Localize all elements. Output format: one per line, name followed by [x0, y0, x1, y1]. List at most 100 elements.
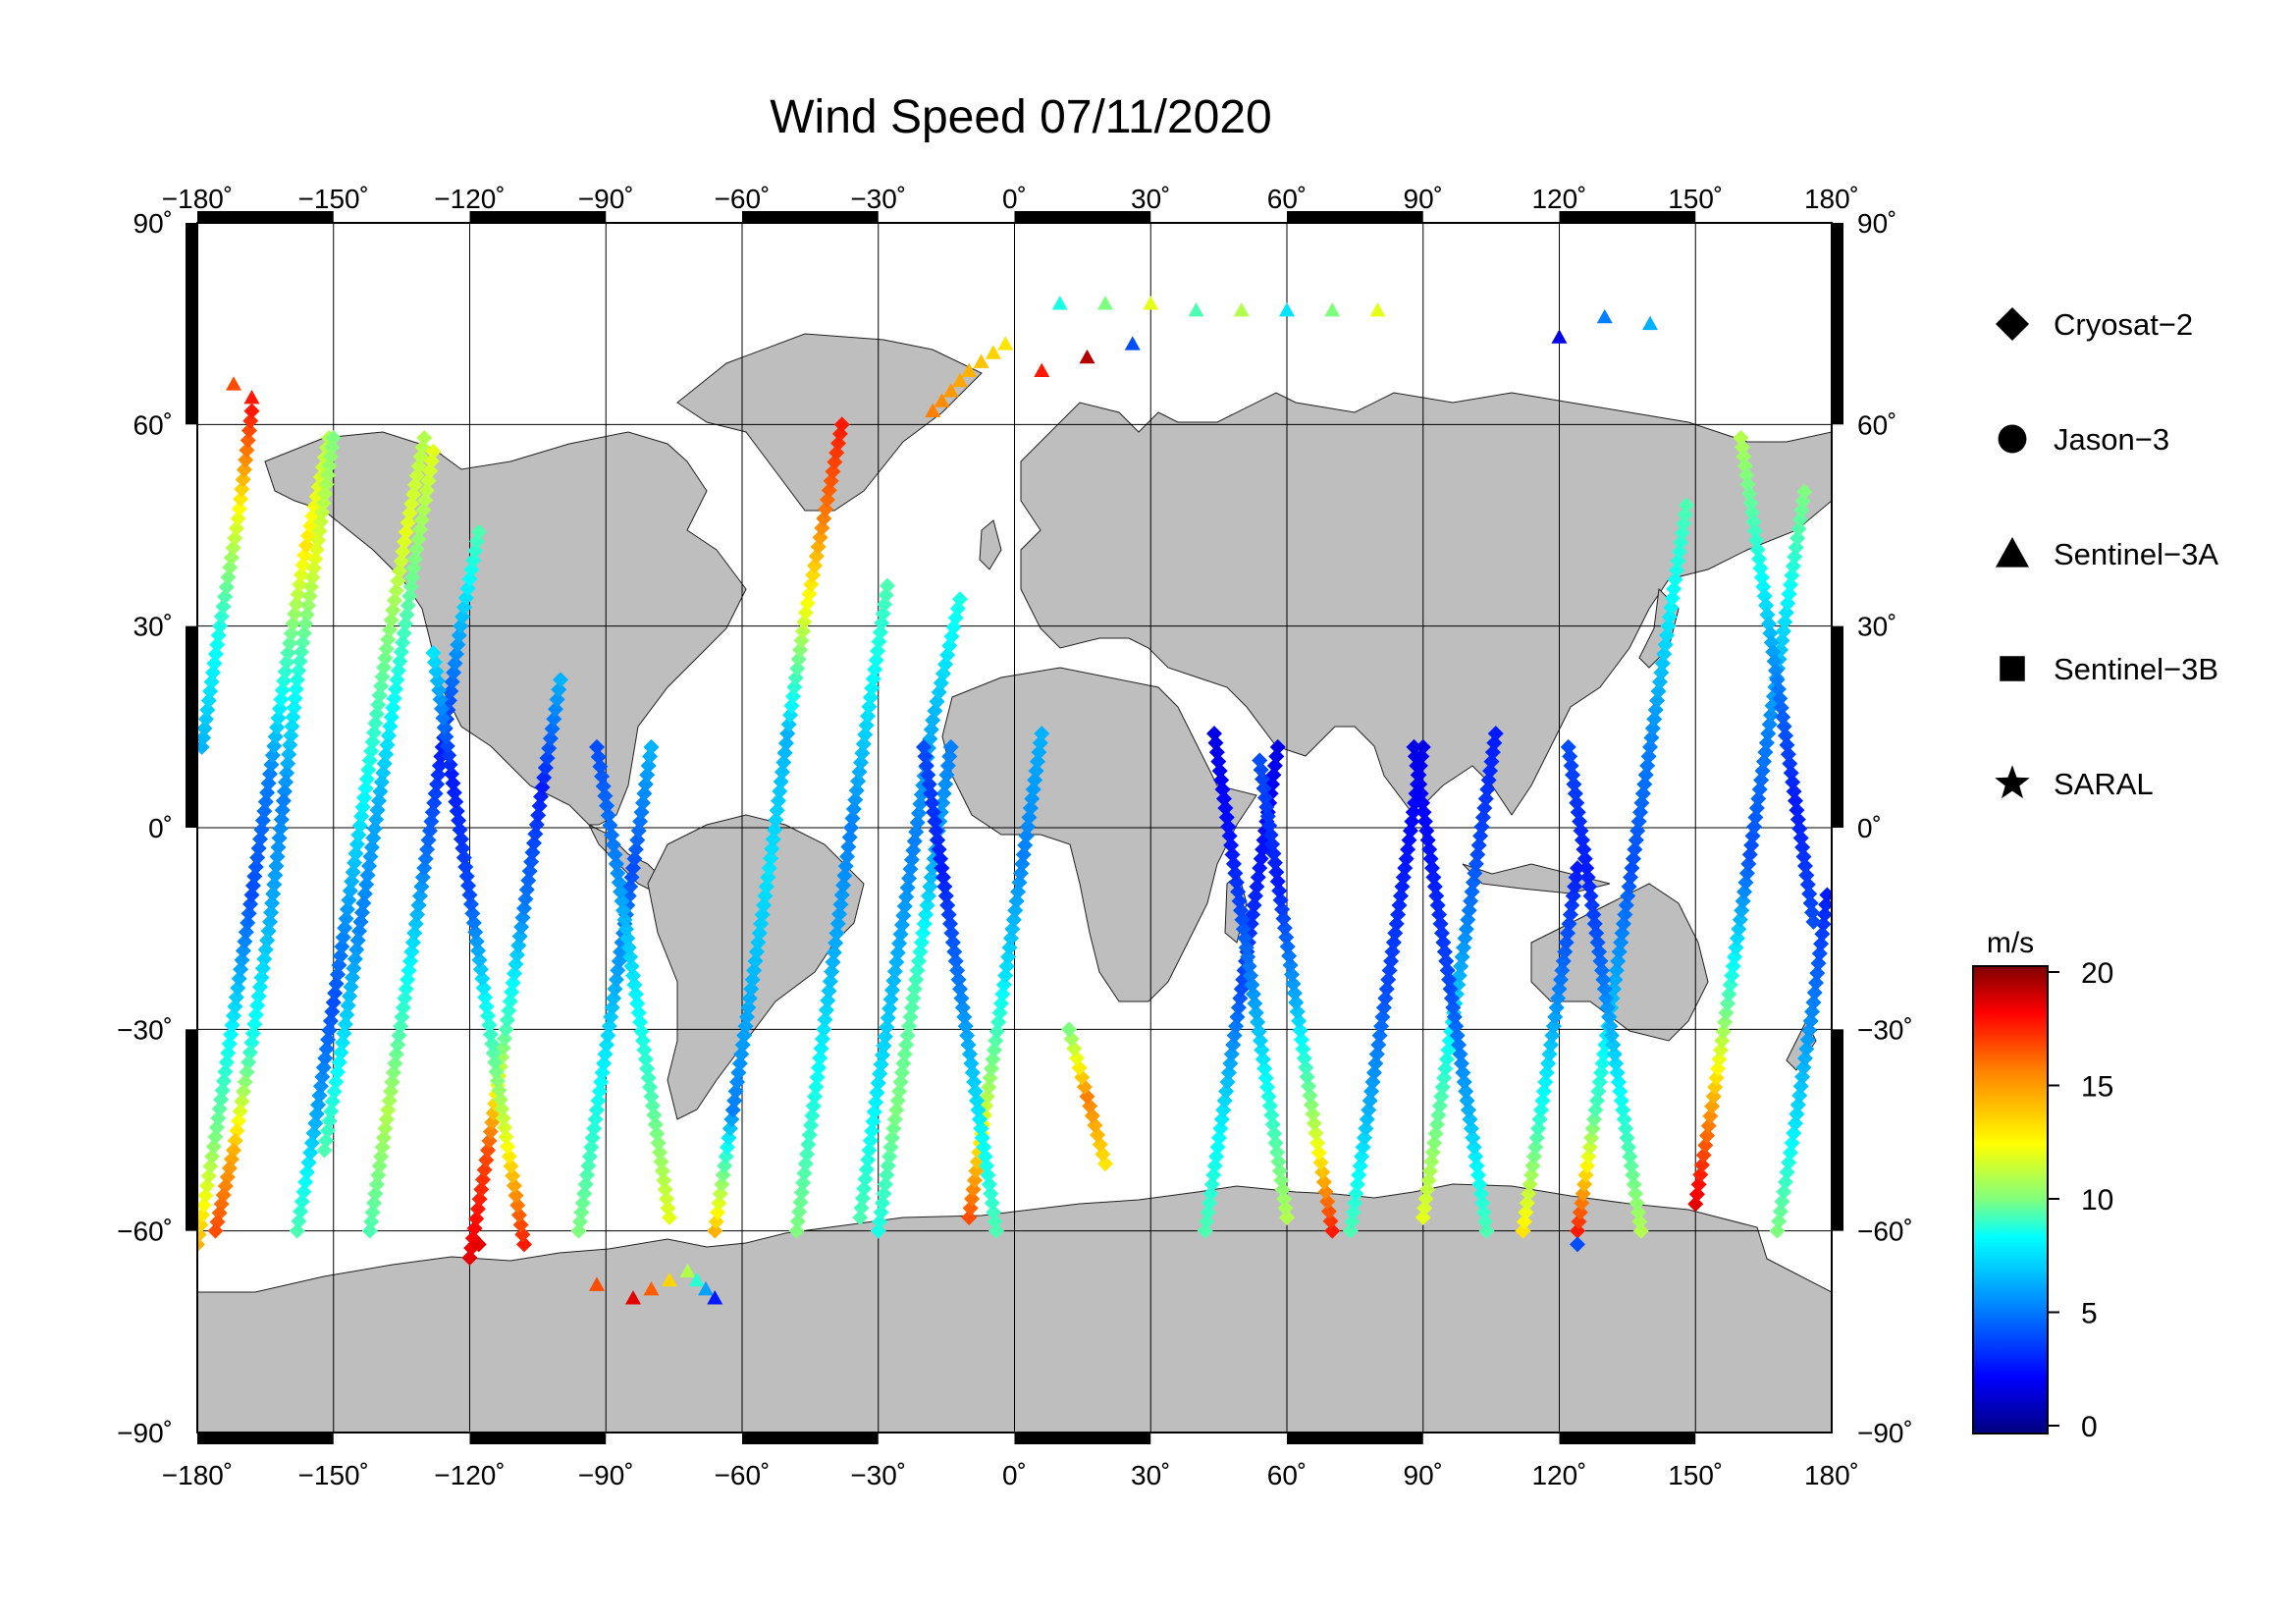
data-point	[1471, 1176, 1488, 1193]
data-point	[1415, 738, 1431, 755]
data-point	[407, 915, 424, 932]
data-point	[1793, 502, 1810, 518]
data-point	[593, 1074, 610, 1091]
data-point	[1735, 448, 1752, 464]
data-point	[213, 608, 230, 624]
data-point	[821, 983, 837, 1000]
data-point	[934, 393, 950, 407]
data-point	[912, 795, 929, 812]
data-point	[312, 514, 329, 530]
data-point	[1359, 1110, 1375, 1127]
data-point	[1458, 1083, 1474, 1100]
data-point	[1649, 692, 1666, 709]
colorbar-gradient	[1972, 965, 2049, 1434]
data-point	[1246, 896, 1262, 913]
data-point	[1519, 1195, 1535, 1212]
data-point	[1787, 549, 1803, 566]
data-point	[445, 775, 461, 791]
data-point	[976, 1139, 992, 1156]
data-point	[473, 1181, 490, 1198]
data-point	[1428, 888, 1445, 904]
data-point	[464, 905, 481, 922]
data-point	[385, 1064, 401, 1081]
data-point	[1007, 902, 1024, 919]
data-point	[861, 698, 878, 715]
data-point	[804, 1108, 821, 1124]
data-point	[712, 1185, 728, 1202]
data-point	[211, 1101, 228, 1117]
data-point	[1486, 734, 1503, 751]
data-point	[662, 1209, 677, 1225]
data-point	[1478, 1222, 1495, 1239]
data-point	[911, 805, 928, 822]
data-point	[1598, 990, 1615, 1006]
data-point	[374, 669, 391, 685]
data-point	[1342, 1222, 1359, 1239]
data-point	[229, 1122, 245, 1139]
data-point	[1769, 672, 1786, 688]
data-point	[998, 958, 1015, 975]
data-point	[1524, 1158, 1541, 1174]
data-point	[1565, 767, 1581, 784]
data-point	[1456, 940, 1472, 956]
colorbar-tick-label: 0	[2081, 1411, 2098, 1443]
data-point	[784, 688, 801, 705]
data-point	[1255, 771, 1271, 787]
data-point	[373, 1148, 390, 1164]
data-point	[844, 810, 861, 827]
data-point	[610, 962, 626, 979]
data-point	[1449, 1027, 1466, 1044]
data-point	[617, 921, 634, 938]
data-point	[866, 1104, 882, 1120]
data-point	[215, 598, 232, 615]
data-point	[236, 461, 252, 478]
data-point	[1586, 915, 1603, 932]
data-point	[1671, 543, 1687, 560]
data-point	[1322, 1213, 1339, 1229]
data-point	[903, 851, 920, 868]
data-point	[455, 849, 472, 866]
colorbar-tick-label: 5	[2081, 1298, 2098, 1330]
data-point	[738, 1008, 755, 1025]
data-point	[402, 578, 419, 595]
data-point	[1724, 967, 1740, 984]
data-point	[426, 654, 443, 671]
data-point	[410, 896, 427, 913]
data-point	[895, 1055, 912, 1072]
data-point	[1627, 841, 1643, 858]
data-point	[371, 792, 387, 809]
data-point	[809, 1069, 826, 1086]
data-point	[328, 1073, 345, 1090]
data-point	[247, 859, 264, 876]
data-point	[939, 757, 956, 774]
data-point	[1031, 744, 1047, 761]
data-point	[1778, 728, 1794, 744]
data-point	[756, 896, 773, 913]
data-point	[1217, 799, 1234, 816]
data-point	[1610, 1074, 1627, 1091]
data-point	[283, 728, 299, 744]
data-point	[1416, 813, 1433, 830]
data-point	[330, 966, 347, 983]
data-point	[231, 1112, 247, 1129]
data-point	[957, 1018, 974, 1035]
data-point	[761, 860, 777, 877]
data-point	[370, 1166, 387, 1183]
data-point	[868, 1094, 884, 1110]
data-point	[1540, 1055, 1557, 1072]
data-point	[443, 683, 459, 700]
data-point	[1384, 944, 1401, 960]
data-point	[937, 776, 954, 792]
data-point	[790, 651, 807, 668]
data-point	[273, 811, 290, 828]
data-point	[820, 993, 836, 1008]
data-point	[1457, 930, 1473, 947]
data-point	[382, 718, 399, 734]
data-point	[882, 1139, 899, 1156]
data-point	[431, 757, 448, 774]
data-point	[378, 640, 395, 657]
data-point	[482, 1123, 499, 1140]
data-point	[233, 491, 249, 508]
data-point	[1468, 855, 1484, 872]
data-point	[1289, 1003, 1306, 1020]
